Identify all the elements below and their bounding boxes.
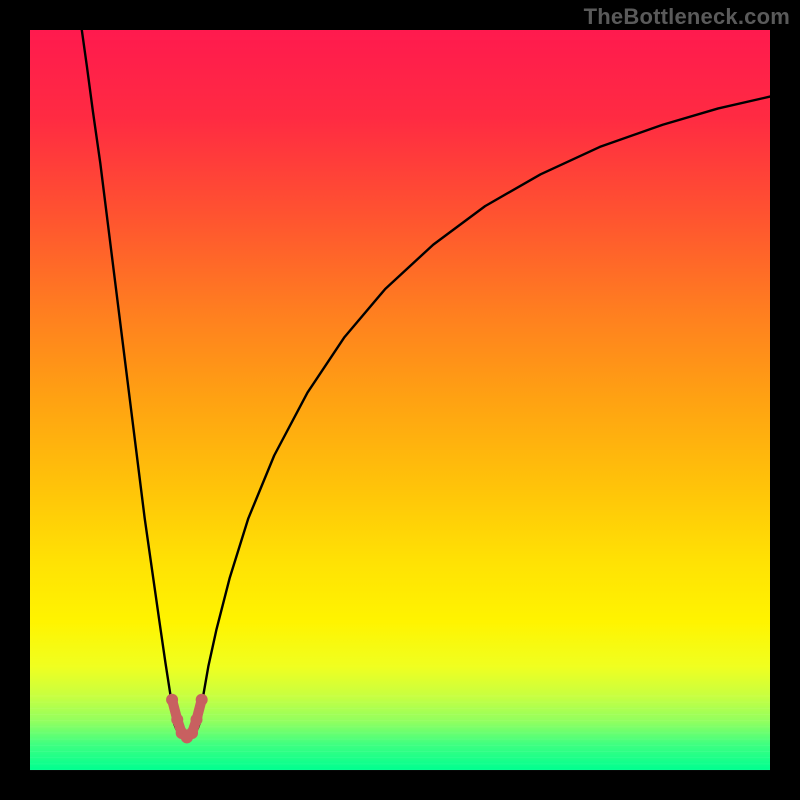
- chart-container: { "watermark": { "text": "TheBottleneck.…: [0, 0, 800, 800]
- bottleneck-curve-chart: [0, 0, 800, 800]
- watermark-text: TheBottleneck.com: [584, 4, 790, 30]
- gradient-background: [30, 30, 770, 770]
